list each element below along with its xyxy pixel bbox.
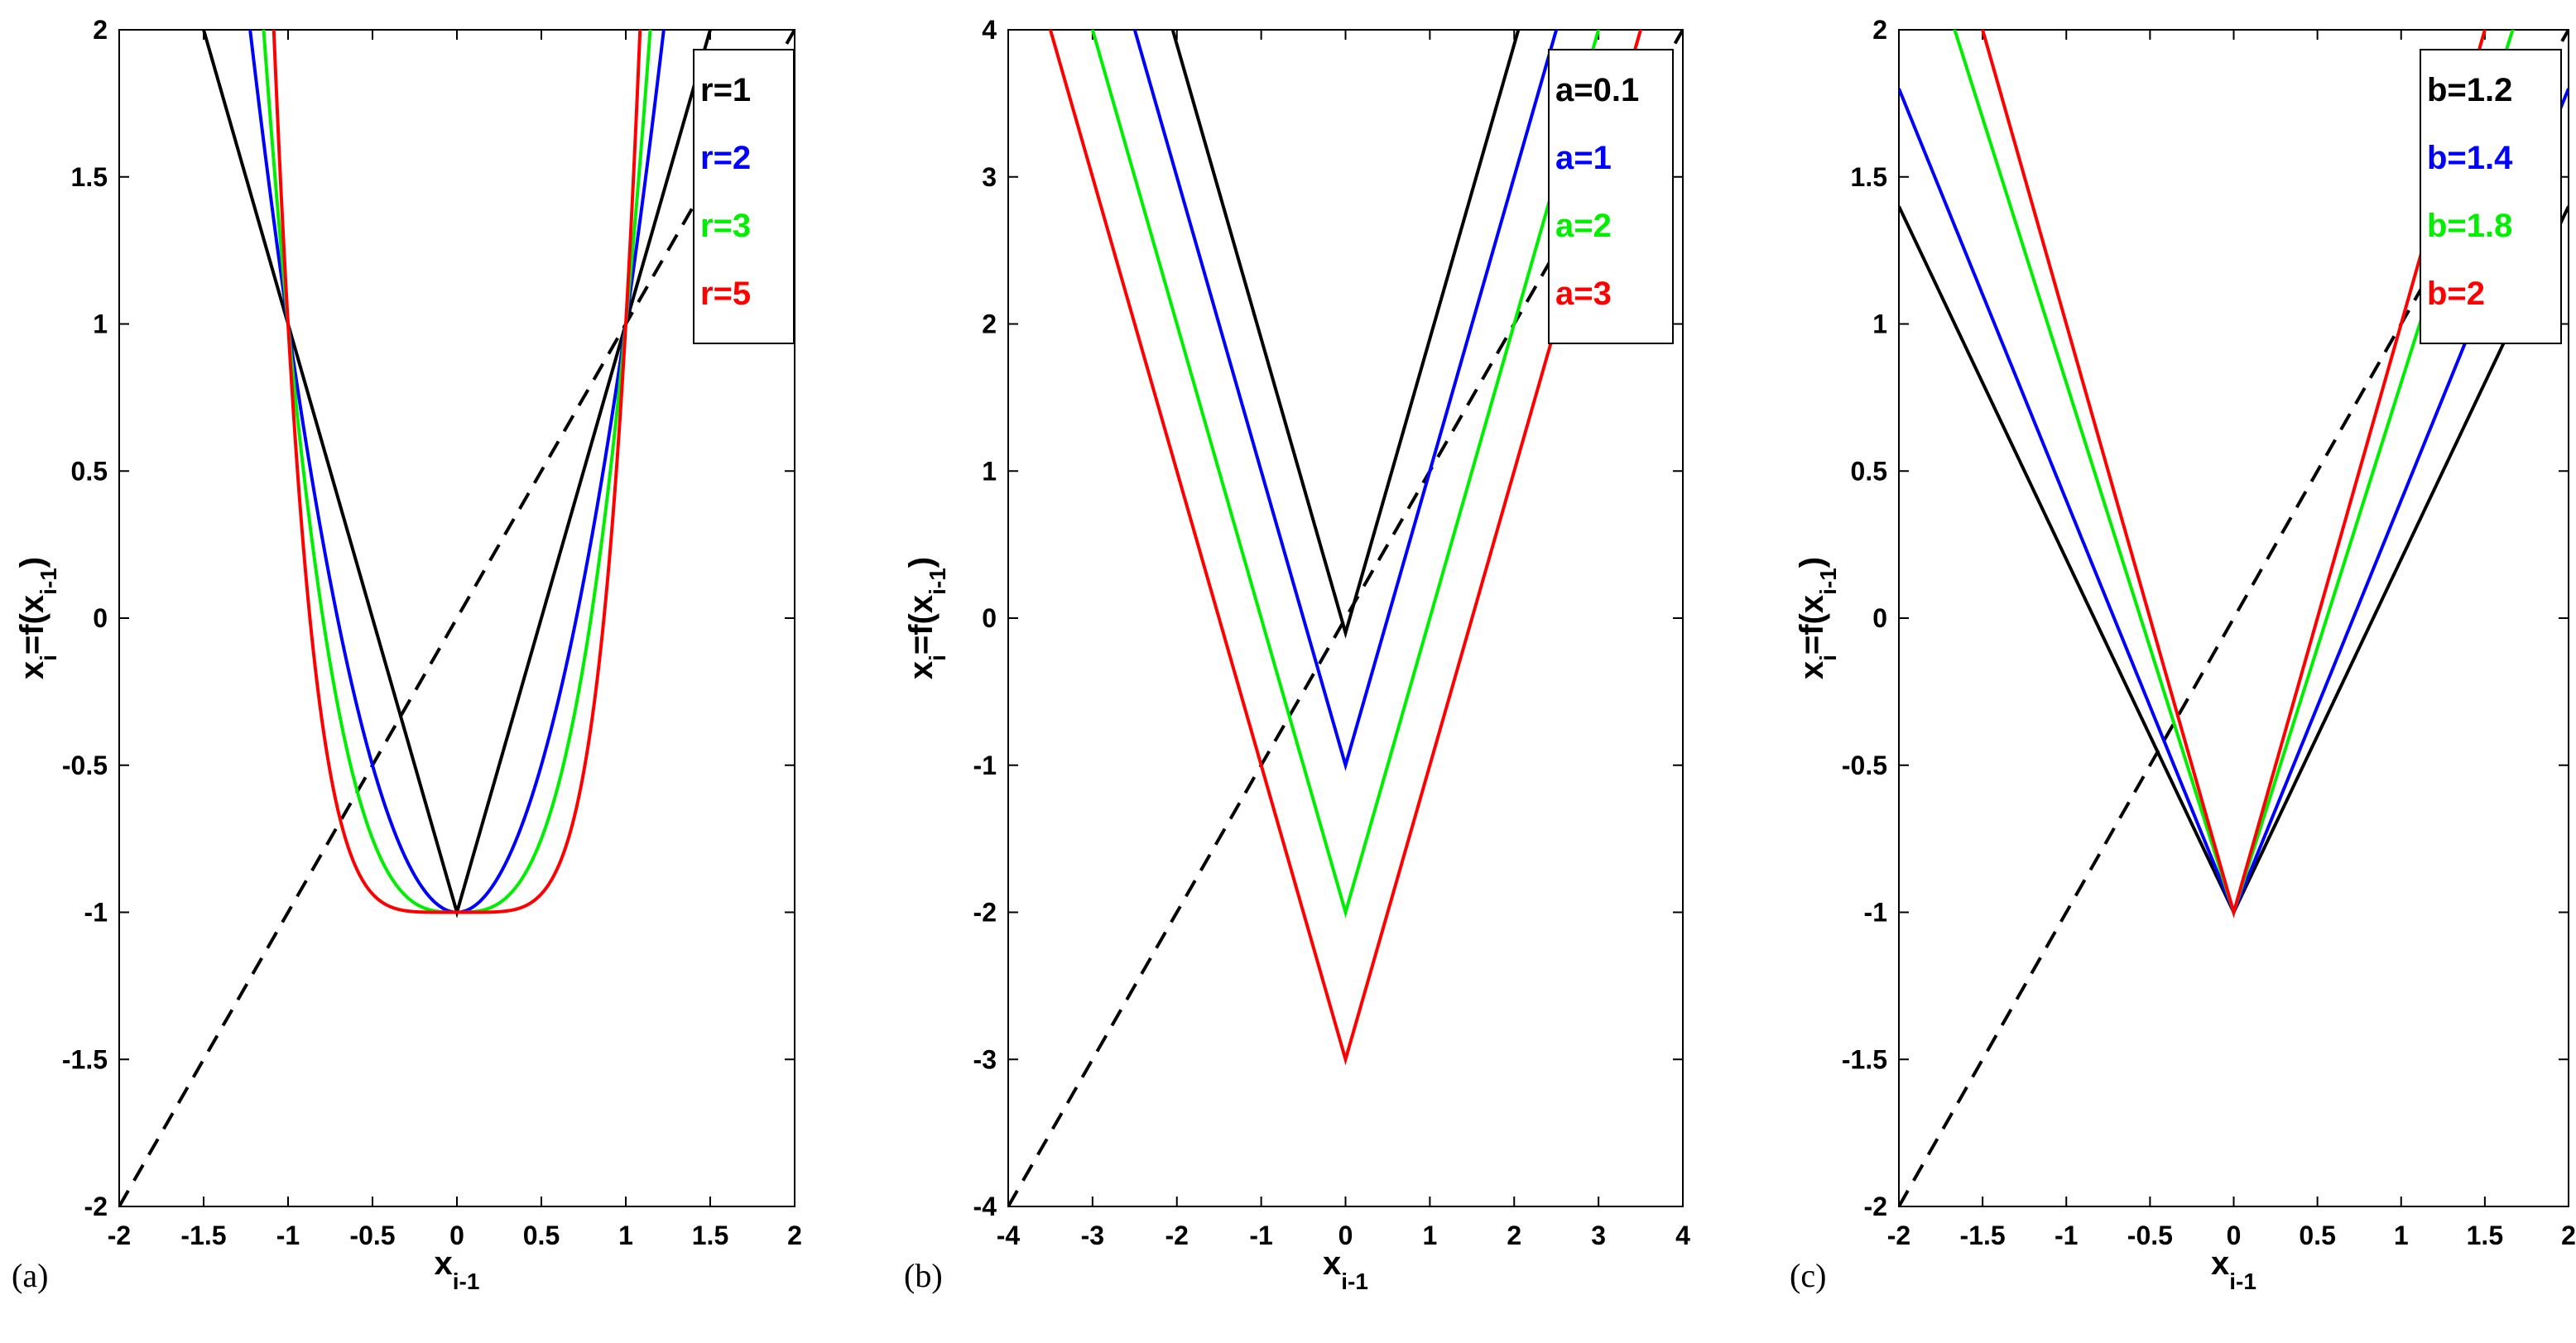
x-tick-label: -2: [1887, 1221, 1910, 1250]
legend-entry-3: a=2: [1555, 208, 1612, 244]
y-tick-label: 1.5: [71, 162, 108, 192]
panel-label: (a): [12, 1257, 48, 1294]
x-tick-label: 0: [2227, 1221, 2242, 1250]
x-tick-label: -1: [2055, 1221, 2078, 1250]
y-tick-label: 0.5: [71, 456, 108, 486]
y-tick-label: 3: [982, 162, 997, 192]
legend-box: [2420, 49, 2562, 344]
series-group: [119, 30, 795, 1206]
legend-entry-2: b=1.4: [2427, 140, 2513, 176]
y-tick-label: -3: [973, 1044, 997, 1074]
y-tick-label: 1: [982, 456, 997, 486]
legend-entry-3: r=3: [700, 208, 751, 244]
series-line-2: [1132, 30, 1559, 771]
identity-line: [1899, 30, 2569, 1206]
identity-line: [1008, 30, 1683, 1206]
y-tick-label: -1.5: [1842, 1044, 1887, 1074]
x-tick-label: -2: [1165, 1221, 1189, 1250]
y-tick-label: 0: [1872, 603, 1887, 633]
y-tick-label: 2: [1872, 15, 1887, 45]
y-axis-label: xi=f(xi-1): [14, 557, 61, 679]
y-tick-label: -0.5: [1842, 751, 1887, 780]
y-tick-label: 4: [982, 15, 997, 45]
x-tick-label: 2: [2561, 1221, 2576, 1250]
y-axis-label: xi=f(xi-1): [903, 557, 950, 679]
y-tick-label: -2: [1864, 1192, 1887, 1221]
y-tick-label: 1: [93, 309, 108, 339]
y-tick-label: -1.5: [62, 1044, 108, 1074]
x-tick-label: -1.5: [180, 1221, 226, 1250]
y-tick-label: -1: [84, 898, 108, 928]
y-tick-label: 1.5: [1851, 162, 1887, 192]
x-tick-label: -0.5: [349, 1221, 395, 1250]
x-tick-label: 2: [787, 1221, 802, 1250]
y-tick-label: 2: [982, 309, 997, 339]
x-tick-label: 0: [1338, 1221, 1353, 1250]
x-axis-label: xi-1: [435, 1245, 480, 1294]
x-tick-label: 1.5: [692, 1221, 728, 1250]
legend-entry-2: r=2: [700, 140, 751, 176]
y-tick-label: -0.5: [62, 751, 108, 780]
y-tick-label: 2: [93, 15, 108, 45]
chart-panel-1: -2 -1.5 -1 -0.5 0 0.5 1 1.5 2 -2 -1.5 -1 -0.5 0 0.5 1 1.…: [12, 15, 802, 1294]
x-tick-label: 3: [1591, 1221, 1606, 1250]
x-tick-label: -1: [276, 1221, 300, 1250]
y-tick-label: -1: [973, 751, 997, 780]
x-tick-label: 0.5: [523, 1221, 560, 1250]
legend-entry-4: r=5: [700, 276, 751, 312]
chart-panel-2: -4 -3 -2 -1 0 1 2 3 4 -4 -3 -2 -1 0 1 2 3 4 a=0.1 a=1 a=2 a=3…: [903, 15, 1690, 1294]
legend-box: [1548, 49, 1674, 344]
legend-entry-1: r=1: [700, 72, 751, 108]
x-tick-label: 0.5: [2299, 1221, 2335, 1250]
chart-panel-3: -2 -1.5 -1 -0.5 0 0.5 1 1.5 2 -2 -1.5 -1 -0.5 0 0.5 1 1.…: [1790, 15, 2576, 1294]
y-tick-label: -4: [973, 1192, 997, 1221]
legend-entry-4: b=2: [2427, 276, 2485, 312]
legend-entry-1: b=1.2: [2427, 72, 2512, 108]
panel-label: (c): [1790, 1257, 1826, 1294]
x-axis-label: xi-1: [1323, 1245, 1368, 1294]
identity-line: [119, 30, 795, 1206]
y-tick-label: 0: [93, 603, 108, 633]
x-tick-label: 2: [1507, 1221, 1521, 1250]
series-line-1: [1170, 30, 1521, 640]
x-tick-label: -4: [997, 1221, 1021, 1250]
legend-entry-2: a=1: [1555, 140, 1612, 176]
panel-label: (b): [904, 1257, 943, 1294]
legend-entry-1: a=0.1: [1555, 72, 1639, 108]
x-tick-label: -1.5: [1960, 1221, 2006, 1250]
x-tick-label: 1: [1422, 1221, 1437, 1250]
x-tick-label: -2: [108, 1221, 131, 1250]
y-tick-label: 1: [1872, 309, 1887, 339]
x-axis-label: xi-1: [2211, 1245, 2256, 1294]
y-tick-label: 0: [982, 603, 997, 633]
x-tick-label: 1.5: [2467, 1221, 2503, 1250]
x-tick-label: 4: [1675, 1221, 1690, 1250]
x-tick-label: 0: [449, 1221, 464, 1250]
legend-entry-4: a=3: [1555, 276, 1612, 312]
legend-box: [693, 49, 795, 344]
legend-entry-3: b=1.8: [2427, 208, 2512, 244]
series-group: [1899, 30, 2569, 1206]
y-tick-label: 0.5: [1851, 456, 1887, 486]
x-tick-label: 1: [2394, 1221, 2409, 1250]
y-tick-label: -1: [1864, 898, 1887, 928]
y-tick-label: -2: [84, 1192, 108, 1221]
x-tick-label: -1: [1249, 1221, 1272, 1250]
y-tick-label: -2: [973, 898, 997, 928]
x-tick-label: -0.5: [2127, 1221, 2173, 1250]
x-tick-label: 1: [618, 1221, 633, 1250]
y-axis-label: xi=f(xi-1): [1794, 557, 1841, 679]
series-line-4: [272, 30, 642, 914]
x-tick-label: -3: [1081, 1221, 1104, 1250]
